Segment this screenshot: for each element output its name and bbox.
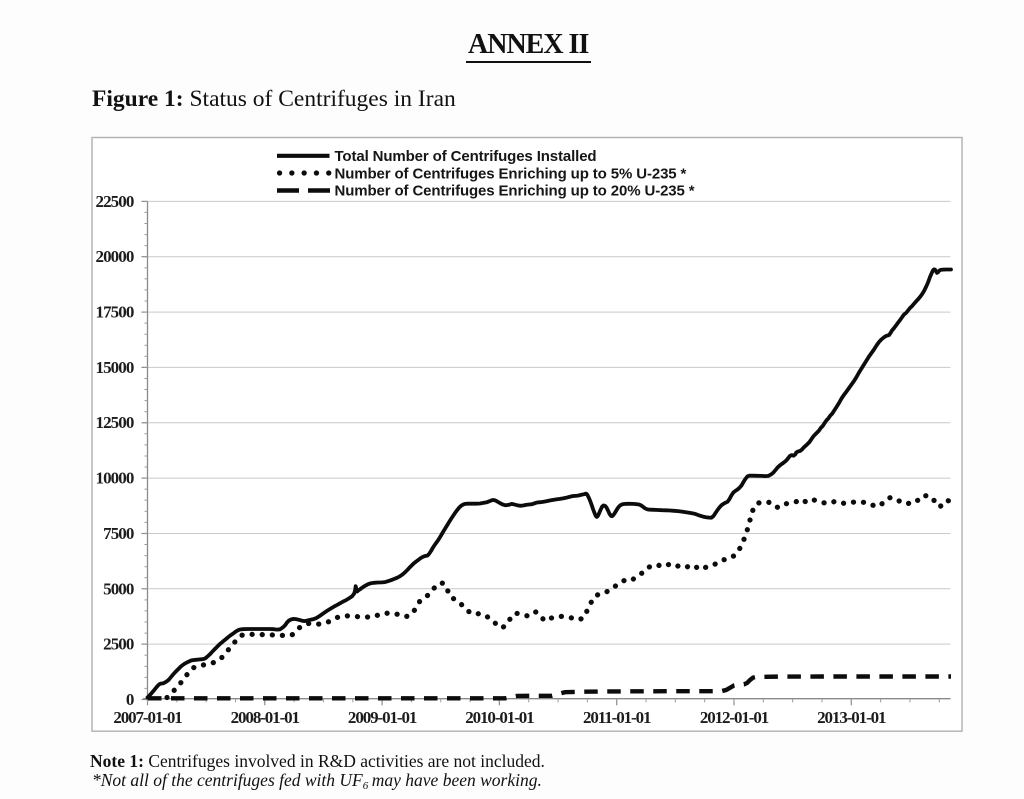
svg-text:17500: 17500 xyxy=(95,303,133,322)
svg-text:Number of Centrifuges Enrichin: Number of Centrifuges Enriching up to 5%… xyxy=(335,165,687,182)
svg-text:2009-01-01: 2009-01-01 xyxy=(348,708,417,727)
svg-text:22500: 22500 xyxy=(95,192,133,211)
svg-text:Total Number of Centrifuges In: Total Number of Centrifuges Installed xyxy=(335,148,597,165)
svg-text:5000: 5000 xyxy=(103,579,134,598)
svg-text:7500: 7500 xyxy=(103,524,134,543)
svg-text:2500: 2500 xyxy=(103,635,134,654)
svg-text:2013-01-01: 2013-01-01 xyxy=(817,708,886,727)
svg-text:Number of Centrifuges Enrichin: Number of Centrifuges Enriching up to 20… xyxy=(335,183,695,200)
svg-text:2007-01-01: 2007-01-01 xyxy=(113,708,182,727)
svg-text:0: 0 xyxy=(126,690,134,709)
svg-text:2012-01-01: 2012-01-01 xyxy=(700,708,769,727)
svg-text:2008-01-01: 2008-01-01 xyxy=(231,708,300,727)
svg-text:12500: 12500 xyxy=(95,413,133,432)
svg-text:20000: 20000 xyxy=(95,247,133,266)
svg-text:10000: 10000 xyxy=(95,469,133,488)
svg-text:2010-01-01: 2010-01-01 xyxy=(465,708,534,727)
svg-text:15000: 15000 xyxy=(95,358,133,377)
svg-text:2011-01-01: 2011-01-01 xyxy=(583,708,651,727)
